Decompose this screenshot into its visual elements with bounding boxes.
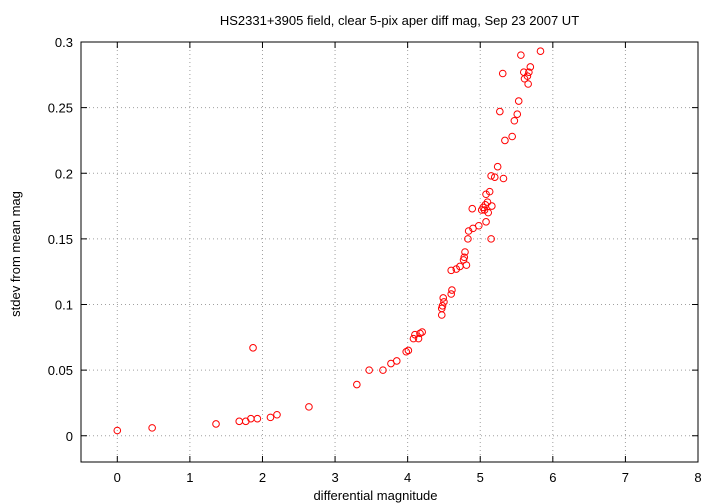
data-point — [402, 347, 410, 356]
data-point — [273, 410, 281, 419]
data-point — [536, 47, 545, 55]
y-tick-labels: 0 0.05 0.1 0.15 0.2 0.25 0.3 — [48, 35, 73, 444]
x-tick-label: 2 — [259, 470, 266, 485]
data-point — [305, 403, 313, 411]
data-point — [460, 253, 469, 262]
data-point — [379, 366, 387, 374]
data-point — [353, 380, 361, 389]
grid — [81, 41, 699, 462]
data-point — [496, 107, 504, 116]
y-tick-label: 0 — [66, 429, 73, 444]
data-point — [416, 329, 424, 338]
data-point — [487, 172, 495, 180]
data-point — [499, 174, 508, 183]
x-tick-label: 0 — [114, 470, 121, 485]
data-point — [513, 110, 522, 118]
y-tick-label: 0.2 — [55, 166, 73, 181]
y-tick-label: 0.25 — [48, 101, 73, 116]
data-point — [468, 204, 477, 213]
data-point — [414, 334, 423, 343]
axis-ticks — [81, 41, 699, 462]
data-point — [148, 424, 156, 432]
data-point — [487, 235, 495, 243]
y-tick-label: 0.05 — [48, 363, 73, 378]
x-tick-label: 1 — [186, 470, 193, 485]
data-point — [365, 366, 373, 374]
data-point — [461, 248, 469, 256]
data-point — [485, 187, 494, 196]
plot-frame — [80, 41, 699, 463]
data-point — [464, 235, 472, 243]
y-tick-label: 0.1 — [55, 298, 73, 313]
data-point — [447, 266, 456, 275]
data-point — [409, 334, 418, 343]
data-point — [514, 97, 523, 105]
y-axis-title: stdev from mean mag — [8, 191, 23, 317]
data-point — [462, 261, 471, 269]
data-point — [501, 136, 509, 145]
data-point — [493, 162, 502, 171]
data-point — [490, 173, 499, 181]
data-point — [498, 69, 507, 78]
data-point — [437, 311, 446, 319]
data-point — [247, 414, 255, 423]
chart-title: HS2331+3905 field, clear 5-pix aper diff… — [220, 13, 579, 28]
data-point — [464, 227, 473, 235]
data-point — [113, 426, 122, 435]
x-axis-title: differential magnitude — [313, 488, 437, 503]
data-point — [439, 294, 448, 302]
x-tick-label: 4 — [404, 470, 411, 485]
x-tick-label: 3 — [331, 470, 338, 485]
data-point — [266, 413, 275, 422]
data-point — [404, 346, 413, 355]
data-point — [510, 116, 519, 125]
data-point — [508, 132, 516, 141]
data-point — [523, 72, 532, 80]
data-point — [241, 417, 250, 426]
data-point — [212, 420, 220, 428]
y-tick-label: 0.15 — [48, 232, 73, 247]
data-point — [253, 414, 262, 423]
data-point — [392, 357, 401, 365]
data-point — [483, 198, 492, 206]
data-point — [448, 286, 456, 294]
data-point — [249, 344, 257, 352]
data-point — [438, 302, 447, 310]
x-tick-labels: 0 1 2 3 4 5 6 7 8 — [114, 470, 702, 485]
data-point — [524, 80, 532, 88]
x-tick-label: 8 — [694, 470, 701, 485]
x-tick-label: 7 — [622, 470, 629, 485]
data-point — [418, 328, 426, 336]
data-point — [482, 218, 490, 226]
data-point — [440, 298, 448, 306]
data-point — [474, 221, 483, 230]
data-point — [517, 51, 525, 59]
x-tick-label: 6 — [549, 470, 556, 485]
data-point — [488, 202, 496, 210]
data-point — [484, 208, 493, 217]
data-point — [525, 68, 533, 76]
data-point — [447, 290, 456, 298]
data-point — [235, 417, 244, 426]
y-tick-label: 0.3 — [55, 35, 73, 50]
data-point — [526, 63, 535, 71]
data-points — [113, 47, 545, 435]
x-tick-label: 5 — [477, 470, 484, 485]
